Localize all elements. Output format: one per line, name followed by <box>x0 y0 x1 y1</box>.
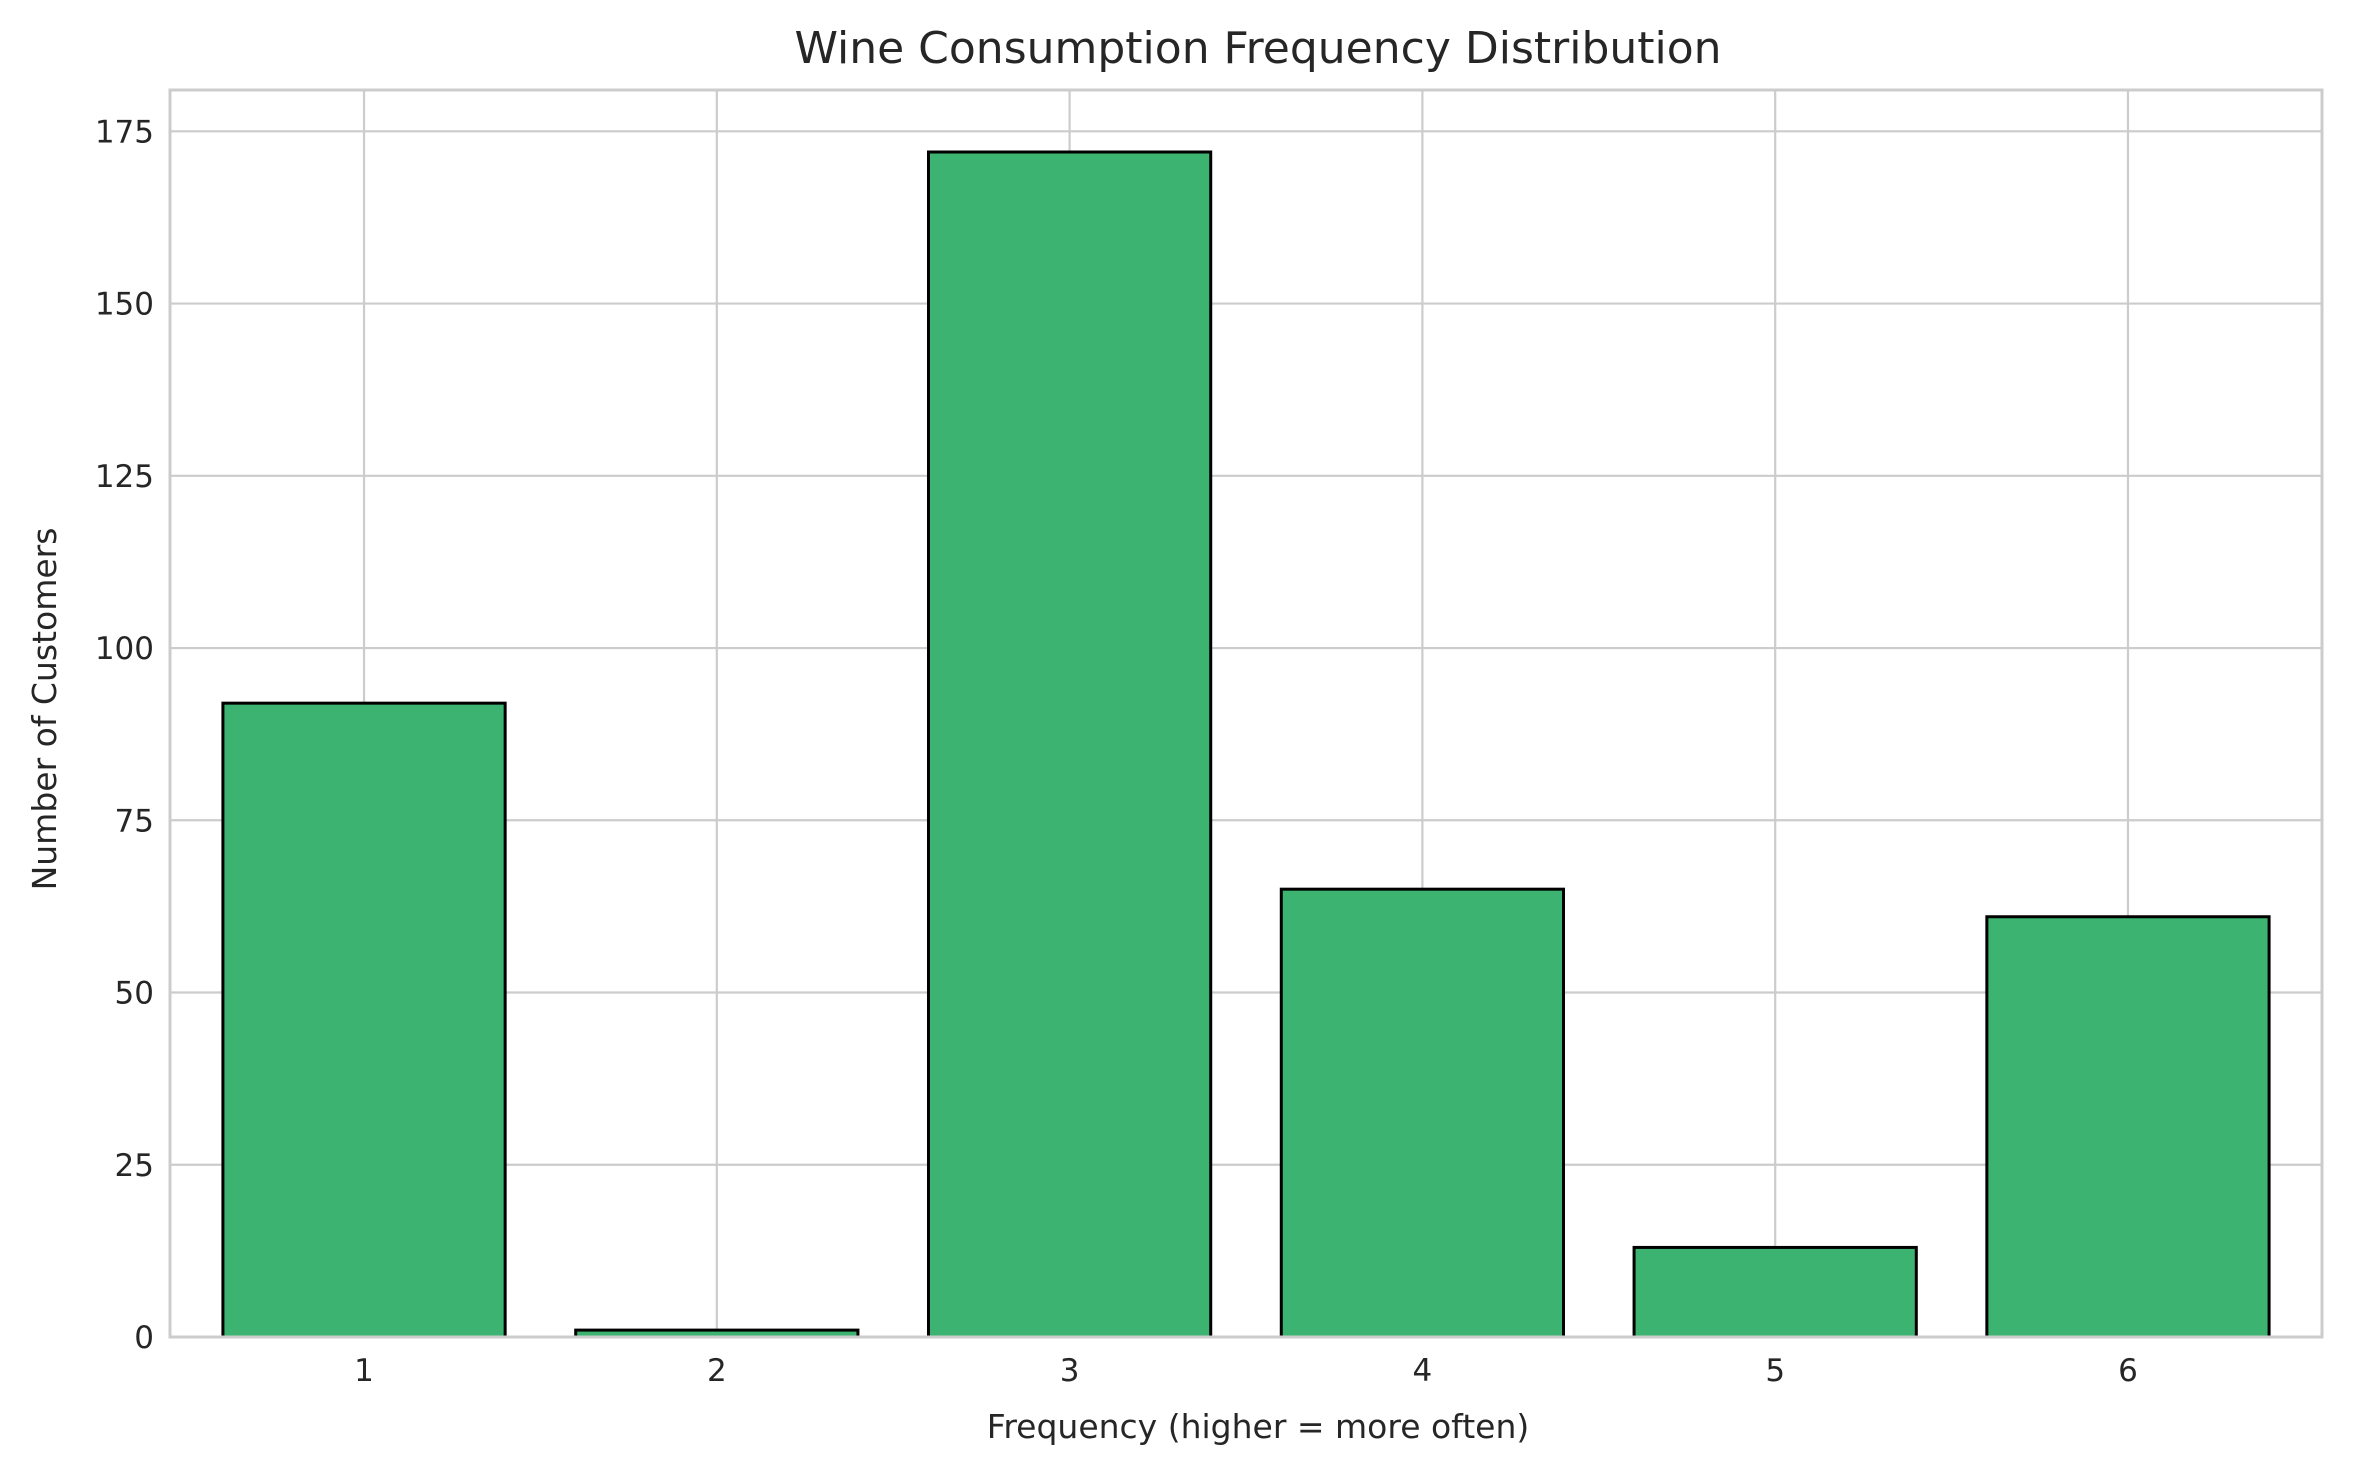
y-tick-label: 0 <box>134 1320 154 1356</box>
bar-frequency-6 <box>1985 915 2271 1339</box>
x-tick-label: 6 <box>2118 1353 2138 1389</box>
x-tick-label: 4 <box>1413 1353 1433 1389</box>
bar-frequency-3 <box>926 150 1213 1339</box>
x-tick-label: 2 <box>707 1353 727 1389</box>
x-tick-label: 5 <box>1765 1353 1785 1389</box>
bar-frequency-5 <box>1632 1245 1918 1339</box>
tick-label-layer: 0 25 50 75 100 125 150 175 1 2 3 4 5 6 <box>95 114 2138 1389</box>
y-tick-label: 150 <box>95 287 154 323</box>
bar-layer <box>221 150 2271 1339</box>
x-axis-label: Frequency (higher = more often) <box>987 1407 1530 1446</box>
axes-frame <box>168 88 2324 1339</box>
bar-frequency-1 <box>221 701 507 1339</box>
y-tick-label: 50 <box>115 976 154 1012</box>
y-tick-label: 100 <box>95 631 154 667</box>
y-axis-label: Number of Customers <box>25 528 64 891</box>
x-tick-label: 3 <box>1060 1353 1080 1389</box>
y-tick-label: 175 <box>95 114 154 150</box>
y-tick-label: 25 <box>115 1148 154 1184</box>
x-tick-label: 1 <box>354 1353 374 1389</box>
y-tick-label: 125 <box>95 459 154 495</box>
y-tick-label: 75 <box>115 803 154 839</box>
chart-title: Wine Consumption Frequency Distribution <box>794 23 1721 74</box>
bar-frequency-4 <box>1279 887 1566 1339</box>
